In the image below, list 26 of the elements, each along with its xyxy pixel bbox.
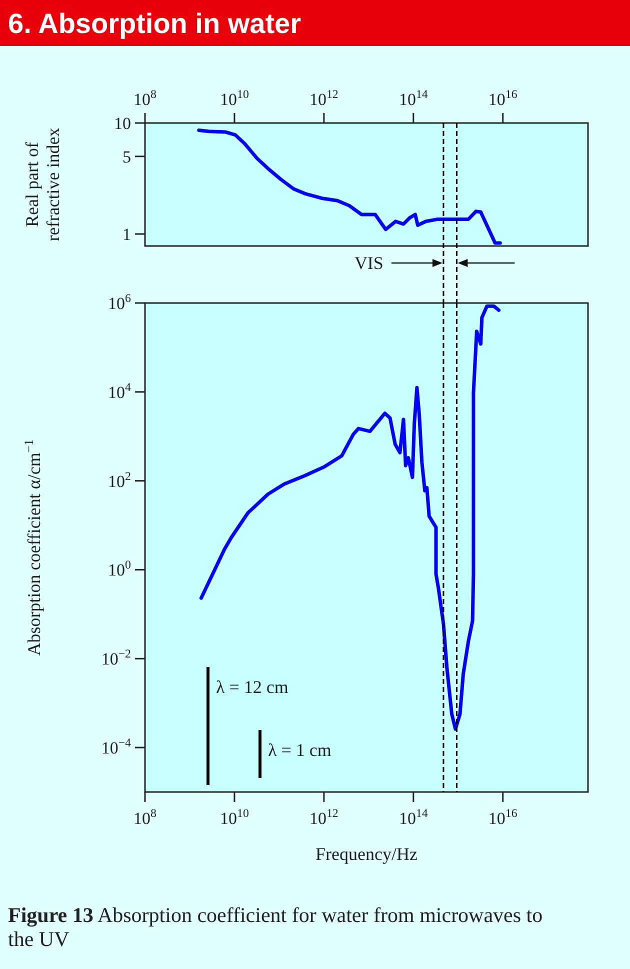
x-axis-title: Frequency/Hz xyxy=(316,844,418,864)
x-tick-label: 10$^{14}$ xyxy=(398,87,428,109)
x-tick-label: 10$^{8}$ xyxy=(134,87,157,109)
x-tick-label: 10$^{14}$ xyxy=(398,806,428,828)
y-tick-label: 10 xyxy=(114,114,131,133)
x-tick-label: 10$^{12}$ xyxy=(309,87,338,109)
y-tick-label: 10$^{0}$ xyxy=(108,558,132,580)
y-tick-label: 10$^{4}$ xyxy=(108,380,132,402)
annotation: λ = 12 cm xyxy=(216,677,288,697)
x-tick-label: 10$^{16}$ xyxy=(488,87,518,109)
x-tick-label: 10$^{16}$ xyxy=(488,806,518,828)
y-tick-label: 10$^{2}$ xyxy=(108,468,132,491)
y-axis-title: Real part of refractive index xyxy=(22,128,63,242)
text: VIS xyxy=(354,253,384,273)
chart-title: 6. Absorption in water xyxy=(8,8,302,39)
y-tick-label: 1 xyxy=(122,224,131,244)
y-tick-label: 10$^{6}$ xyxy=(108,290,132,313)
x-tick-label: 10$^{10}$ xyxy=(220,806,249,828)
y-tick-label: 10$^{−4}$ xyxy=(101,735,132,758)
annotation: λ = 1 cm xyxy=(268,740,332,760)
y-tick-label: 10$^{−2}$ xyxy=(101,646,132,669)
x-tick-label: 10$^{10}$ xyxy=(220,87,249,109)
x-tick-label: 10$^{8}$ xyxy=(134,806,157,828)
x-tick-label: 10$^{12}$ xyxy=(309,806,338,828)
y-tick-label: 5 xyxy=(122,147,131,166)
text: Figure 13 Absorption coefficient for water from microwaves to the UV xyxy=(8,903,543,951)
